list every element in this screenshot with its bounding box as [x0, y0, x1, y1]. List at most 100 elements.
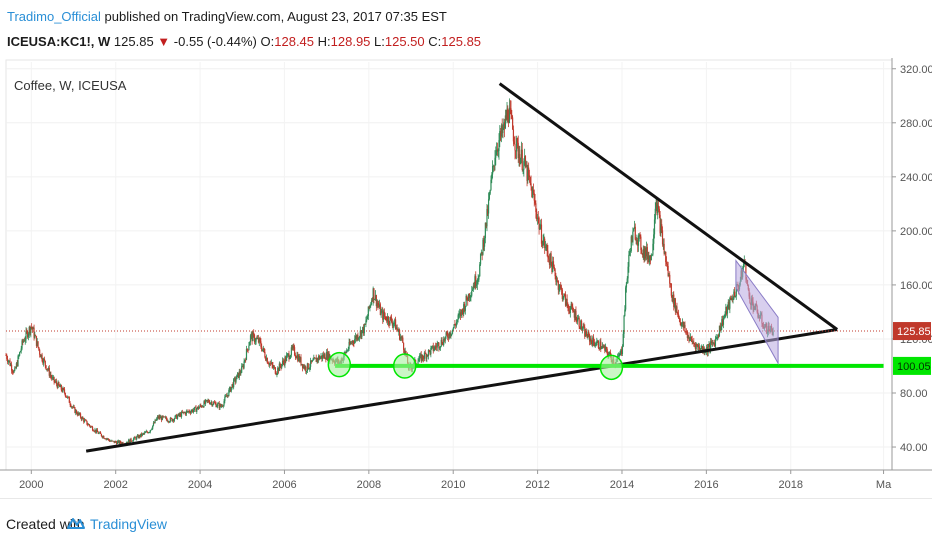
candle-body: [103, 438, 106, 440]
candle-body: [576, 320, 578, 322]
candle-body: [621, 346, 624, 354]
price-chart[interactable]: 40.0080.00120.00160.00200.00240.00280.00…: [0, 58, 932, 498]
candle-body: [51, 376, 53, 379]
candle-body: [346, 350, 348, 353]
candle-body: [673, 294, 675, 307]
candle-body: [217, 403, 219, 407]
tradingview-logo-icon[interactable]: [66, 513, 86, 538]
candle-body: [371, 300, 373, 302]
candle-body: [423, 352, 426, 359]
candle-body: [350, 342, 353, 344]
candle-body: [62, 387, 64, 392]
candle-body: [674, 298, 676, 312]
candle-body: [7, 359, 9, 363]
candle-body: [237, 372, 239, 375]
candle-body: [241, 366, 243, 373]
candle-body: [374, 295, 377, 300]
candle-body: [712, 341, 714, 344]
candle-body: [645, 248, 647, 257]
candle-body: [79, 413, 81, 415]
candle-body: [240, 372, 242, 374]
candle-body: [568, 310, 571, 314]
candle-body: [277, 367, 280, 372]
candle-body: [6, 355, 8, 360]
candle-body: [679, 318, 681, 323]
candle-body: [248, 345, 250, 350]
candle-body: [58, 382, 60, 386]
x-tick-label: 2010: [441, 479, 465, 491]
candle-body: [535, 203, 537, 213]
candle-body: [227, 395, 229, 397]
candle-body: [175, 414, 177, 416]
candle-body: [18, 355, 20, 357]
candle-body: [569, 308, 571, 314]
candle-body: [713, 342, 715, 344]
candle-body: [568, 306, 570, 311]
candle-body: [194, 406, 196, 408]
candle-body: [626, 278, 628, 283]
candle-body: [596, 340, 599, 342]
candle-body: [244, 359, 246, 362]
candle-body: [61, 389, 63, 392]
candle-body: [544, 238, 546, 249]
candle-body: [542, 240, 544, 246]
candle-body: [289, 357, 291, 360]
candle-body: [716, 337, 718, 339]
candle-body: [316, 358, 318, 362]
candle-body: [730, 297, 732, 300]
candle-body: [431, 346, 433, 349]
candle-body: [625, 282, 628, 288]
candle-body: [390, 317, 393, 323]
candle-body: [537, 217, 539, 219]
candle-body: [117, 440, 119, 442]
candle-body: [134, 436, 136, 438]
candle-body: [157, 416, 159, 419]
candle-body: [74, 407, 76, 413]
price-label-text: 125.85: [897, 326, 931, 338]
chart-header: Tradimo_Official published on TradingVie…: [0, 0, 932, 58]
candle-body: [518, 154, 520, 159]
candle-body: [15, 363, 18, 369]
candle-body: [358, 336, 361, 338]
candle-body: [27, 331, 29, 338]
candle-body: [609, 352, 611, 355]
candle-body: [31, 326, 33, 328]
candle-body: [446, 332, 448, 335]
candle-body: [513, 141, 515, 145]
candle-body: [296, 354, 298, 359]
candle-body: [559, 285, 561, 289]
candle-body: [566, 298, 568, 306]
candle-body: [251, 333, 253, 342]
candle-body: [505, 115, 507, 120]
candle-body: [551, 262, 553, 273]
candle-body: [382, 310, 384, 320]
candle-body: [734, 291, 736, 297]
candle-body: [532, 189, 535, 194]
candle-body: [471, 290, 473, 296]
candle-body: [26, 330, 28, 332]
candle-body: [318, 355, 320, 361]
candle-body: [685, 331, 687, 333]
candle-body: [176, 415, 179, 419]
candle-body: [479, 253, 482, 265]
candle-body: [83, 419, 86, 422]
candle-body: [273, 366, 276, 368]
candle-body: [301, 363, 303, 365]
candle-body: [538, 217, 540, 230]
candle-body: [212, 404, 214, 406]
candle-body: [417, 361, 419, 365]
candle-body: [140, 433, 142, 437]
candle-body: [94, 429, 96, 432]
tradingview-brand[interactable]: TradingView: [90, 516, 168, 532]
candle-body: [678, 317, 680, 319]
candle-body: [326, 352, 328, 360]
candle-body: [514, 144, 516, 151]
candle-body: [624, 309, 626, 316]
chart-area[interactable]: 40.0080.00120.00160.00200.00240.00280.00…: [0, 58, 932, 498]
candle-body: [540, 224, 542, 229]
author-link[interactable]: Tradimo_Official: [7, 9, 101, 24]
candle-body: [42, 360, 44, 364]
candle-body: [185, 411, 187, 415]
candle-body: [249, 335, 252, 343]
candle-body: [451, 333, 453, 335]
